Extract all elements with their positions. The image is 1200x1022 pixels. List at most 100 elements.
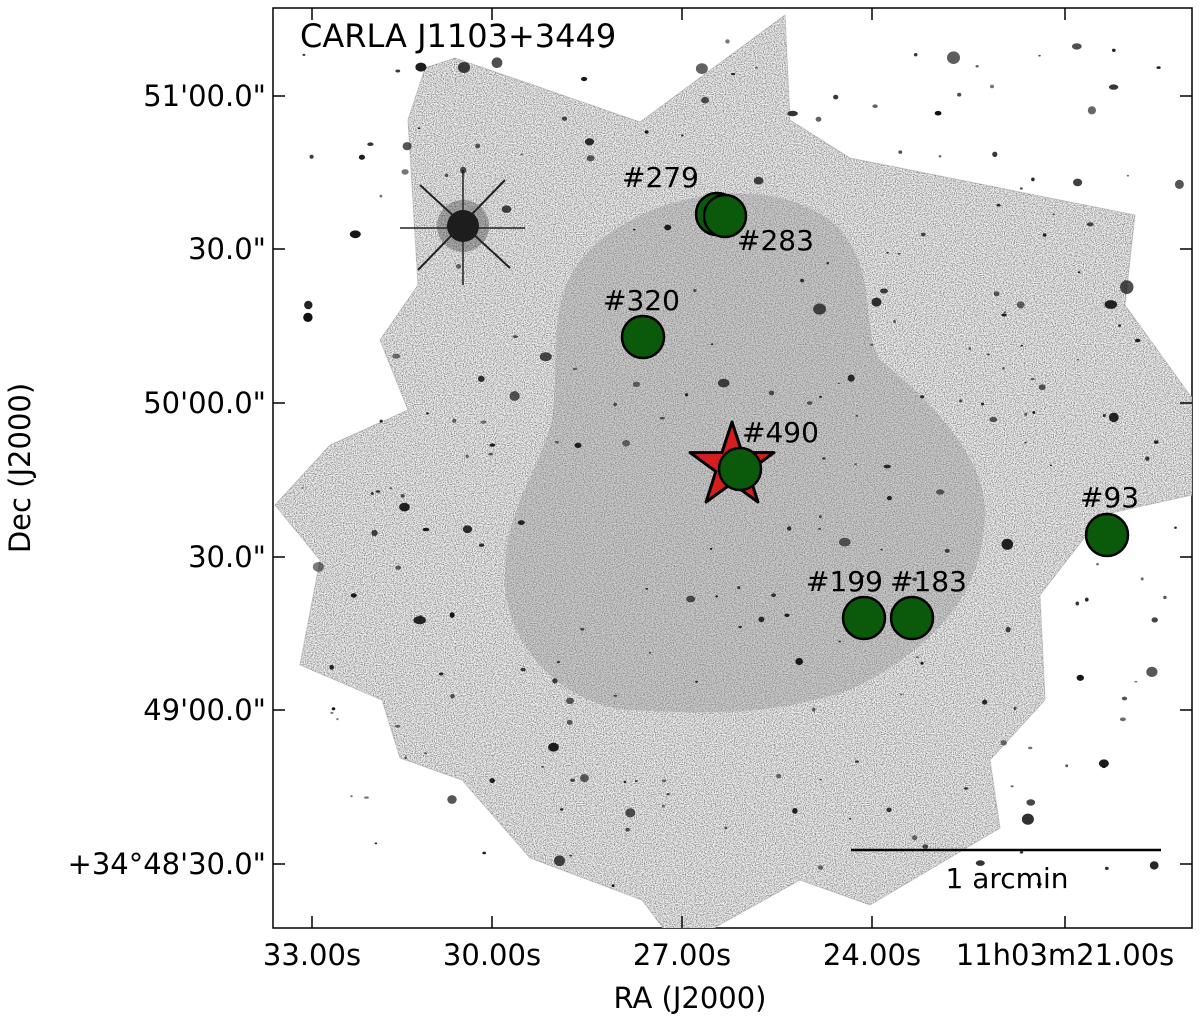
galaxy (1119, 717, 1126, 722)
galaxy (855, 760, 859, 763)
galaxy (478, 375, 485, 382)
galaxy (375, 490, 381, 493)
galaxy (379, 419, 383, 423)
galaxy (787, 110, 798, 117)
galaxy (460, 166, 467, 174)
galaxy (1174, 179, 1184, 189)
galaxy (1118, 324, 1121, 327)
galaxy (632, 381, 641, 387)
galaxy (449, 612, 455, 618)
galaxy (570, 778, 575, 782)
galaxy (358, 154, 365, 160)
galaxy (893, 320, 896, 323)
galaxy (1075, 601, 1080, 606)
galaxy (1001, 538, 1014, 550)
galaxy (379, 194, 383, 198)
galaxy (645, 588, 649, 590)
galaxy (982, 699, 988, 705)
source-183-marker[interactable] (889, 595, 935, 641)
source-283-marker[interactable] (702, 193, 748, 239)
galaxy-field (301, 39, 1184, 887)
y-tick-label: +34°48'30.0" (68, 847, 266, 881)
galaxy (1038, 384, 1046, 391)
galaxy (661, 779, 667, 783)
y-tick-label: 50'00.0" (143, 386, 266, 420)
galaxy (1096, 563, 1099, 566)
galaxy (920, 395, 925, 399)
galaxy (303, 312, 313, 322)
galaxy (661, 804, 665, 808)
galaxy (395, 565, 402, 570)
galaxy (1002, 367, 1005, 370)
galaxy (847, 374, 855, 382)
galaxy (795, 657, 803, 666)
source-490-marker[interactable] (717, 446, 763, 492)
galaxy (1156, 66, 1161, 69)
galaxy (957, 92, 962, 97)
galaxy (648, 651, 652, 654)
galaxy (710, 343, 714, 346)
galaxy (1102, 413, 1106, 418)
galaxy (509, 391, 520, 401)
galaxy (634, 780, 638, 783)
galaxy (819, 778, 822, 781)
x-axis-label: RA (J2000) (613, 981, 766, 1015)
galaxy (389, 487, 393, 489)
galaxy (611, 884, 615, 887)
galaxy (912, 577, 918, 582)
galaxy (695, 680, 698, 683)
galaxy (989, 416, 998, 423)
bright-star (400, 170, 525, 285)
galaxy (462, 525, 473, 534)
galaxy (512, 335, 519, 338)
galaxy (1026, 799, 1036, 806)
source-markers (620, 191, 1130, 641)
galaxy (559, 808, 564, 811)
galaxy (815, 116, 822, 122)
y-tick-label: 51'00.0" (143, 79, 266, 113)
galaxy (685, 393, 689, 397)
galaxy (854, 463, 857, 466)
source-320-marker[interactable] (620, 314, 666, 360)
galaxy (1121, 696, 1128, 701)
galaxy (822, 457, 826, 460)
galaxy (478, 543, 485, 547)
galaxy (517, 520, 525, 525)
source-93-marker[interactable] (1084, 512, 1130, 558)
galaxy (1126, 174, 1130, 177)
galaxy (838, 640, 841, 643)
galaxy (776, 773, 782, 779)
galaxy (613, 694, 618, 697)
galaxy (811, 707, 816, 712)
galaxy (349, 230, 361, 239)
galaxy (695, 63, 708, 74)
galaxy (489, 443, 496, 447)
galaxy (625, 808, 636, 818)
y-tick-label: 30.0" (188, 540, 266, 574)
galaxy (488, 452, 494, 456)
galaxy (897, 252, 901, 255)
galaxy (309, 154, 314, 159)
galaxy (754, 67, 759, 69)
galaxy (987, 353, 990, 356)
galaxy (350, 795, 353, 798)
galaxy (452, 418, 457, 423)
galaxy (715, 595, 718, 598)
galaxy (826, 261, 830, 265)
galaxy (1028, 746, 1033, 750)
galaxy (556, 660, 560, 664)
galaxy (806, 401, 813, 405)
source-199-marker[interactable] (841, 595, 887, 641)
galaxy (1036, 882, 1042, 886)
galaxy (329, 664, 335, 670)
galaxy (555, 441, 559, 444)
galaxy (724, 826, 728, 830)
galaxy (1085, 597, 1089, 602)
galaxy (350, 593, 357, 598)
galaxy (996, 204, 1001, 207)
galaxy (709, 547, 713, 550)
galaxy (1021, 813, 1034, 825)
source-label: #283 (737, 224, 814, 257)
galaxy (1120, 280, 1134, 294)
galaxy (331, 707, 336, 711)
